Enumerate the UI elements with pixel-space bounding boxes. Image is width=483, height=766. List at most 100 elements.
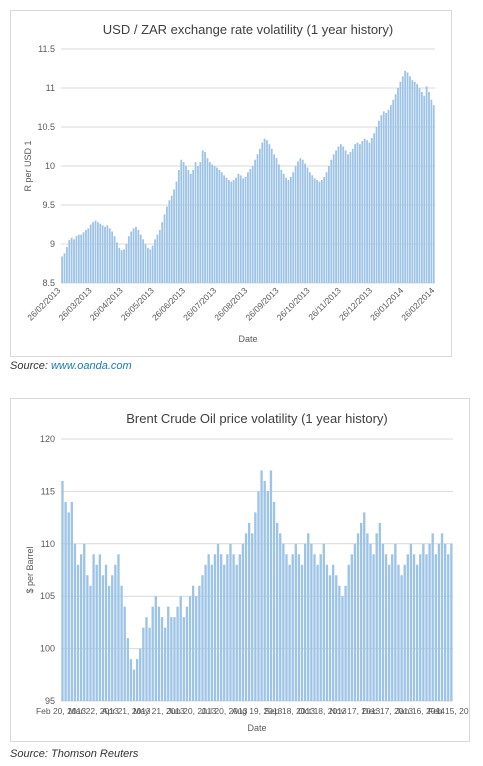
brent-bar <box>422 543 425 701</box>
brent-bar <box>176 606 179 701</box>
source-link-oanda[interactable]: www.oanda.com <box>50 360 132 372</box>
usd-zar-bar <box>158 229 161 283</box>
usd-zar-bar <box>206 158 209 283</box>
usd-zar-bar <box>278 164 280 283</box>
usd-zar-bar <box>197 166 199 283</box>
usd-zar-bar <box>368 142 371 283</box>
brent-bar <box>282 543 285 701</box>
brent-bar <box>117 554 120 701</box>
usd-zar-bar <box>239 175 242 283</box>
usd-zar-bar <box>192 169 195 283</box>
usd-zar-bar <box>139 234 142 283</box>
brent-bar <box>415 564 419 701</box>
usd-zar-bar <box>144 244 147 283</box>
usd-zar-bar <box>330 159 333 283</box>
brent-bar <box>331 564 335 701</box>
usd-zar-bar <box>382 111 385 284</box>
brent-bar <box>300 564 304 701</box>
brent-bar <box>443 543 447 701</box>
usd-zar-bar <box>413 81 416 283</box>
usd-zar-bar <box>218 169 221 283</box>
brent-bar <box>409 543 413 701</box>
usd-zar-bar <box>287 180 290 283</box>
brent-bar <box>213 554 217 701</box>
usd-zar-bar <box>130 231 133 283</box>
usd-zar-bar <box>61 256 64 283</box>
usd-zar-bar <box>320 180 323 283</box>
brent-bar <box>266 491 269 701</box>
usd-zar-bar <box>370 137 373 283</box>
brent-bar <box>241 543 245 701</box>
usd-zar-bar <box>111 231 114 283</box>
brent-bar <box>229 543 232 701</box>
usd-zar-bar <box>101 225 104 283</box>
brent-bar <box>275 522 279 701</box>
brent-bar <box>219 554 223 701</box>
usd-zar-bar <box>247 172 249 283</box>
usd-zar-bar <box>266 140 268 283</box>
usd-zar-bar <box>132 228 135 283</box>
usd-zar-bar <box>261 142 264 283</box>
usd-zar-bar <box>142 239 145 283</box>
usd-zar-x-axis-title: Date <box>238 334 257 344</box>
brent-bar <box>412 554 416 701</box>
brent-y-tick-label: 105 <box>40 591 55 601</box>
usd-zar-bar <box>230 181 233 283</box>
brent-bar <box>73 543 77 701</box>
usd-zar-bar <box>120 250 123 283</box>
brent-bar <box>95 564 98 701</box>
brent-bar <box>223 564 226 701</box>
brent-bar <box>403 564 406 701</box>
source-label-2: Source: <box>10 748 48 760</box>
usd-zar-bar <box>151 245 154 283</box>
brent-bar <box>406 554 409 701</box>
usd-zar-bar <box>82 232 85 283</box>
usd-zar-title: USD / ZAR exchange rate volatility (1 ye… <box>103 22 393 37</box>
brent-bar <box>353 543 357 701</box>
source-line-2: Source: Thomson Reuters <box>10 748 138 760</box>
brent-bar <box>107 585 111 701</box>
usd-zar-bar <box>137 229 140 283</box>
brent-bar <box>400 575 403 701</box>
usd-zar-bar <box>337 146 340 283</box>
usd-zar-bar <box>77 234 80 283</box>
brent-title: Brent Crude Oil price volatility (1 year… <box>126 411 388 426</box>
usd-zar-bar <box>208 162 211 283</box>
usd-zar-bar <box>180 159 183 283</box>
brent-x-tick-label: Nov 17, 2013 <box>330 706 381 716</box>
brent-x-tick-label: Jun 20, 2013 <box>167 706 216 716</box>
brent-bar <box>226 554 229 701</box>
brent-bar <box>387 564 391 701</box>
brent-bar <box>257 491 260 701</box>
brent-bar <box>198 585 201 701</box>
usd-zar-bar <box>123 249 125 283</box>
brent-y-axis-title: $ per Barrel <box>25 546 35 593</box>
usd-zar-bar <box>397 88 399 283</box>
brent-bar <box>154 596 157 701</box>
brent-bar <box>350 554 353 701</box>
usd-zar-chart: USD / ZAR exchange rate volatility (1 ye… <box>10 10 452 357</box>
usd-zar-bar <box>416 84 418 283</box>
usd-zar-bar <box>313 178 316 283</box>
brent-bar <box>322 543 325 701</box>
brent-bar <box>251 533 254 701</box>
usd-zar-bar <box>256 154 259 283</box>
brent-bar <box>279 533 282 701</box>
usd-zar-x-tick-label: 26/02/2014 <box>399 285 436 322</box>
usd-zar-bar <box>406 72 409 284</box>
brent-bar <box>64 501 67 701</box>
usd-zar-bar <box>177 169 180 283</box>
brent-bar <box>369 543 372 701</box>
brent-bar <box>363 512 366 701</box>
usd-zar-bar <box>223 175 226 283</box>
brent-bar <box>151 606 154 701</box>
usd-zar-bar <box>385 112 387 284</box>
usd-zar-y-axis-title: R per USD 1 <box>23 140 33 191</box>
brent-bar <box>148 627 151 701</box>
brent-bar <box>210 564 213 701</box>
brent-bar <box>381 543 385 701</box>
brent-bar <box>101 575 105 701</box>
brent-bar <box>123 606 126 701</box>
usd-zar-bar <box>146 247 149 283</box>
brent-bar <box>356 533 360 701</box>
